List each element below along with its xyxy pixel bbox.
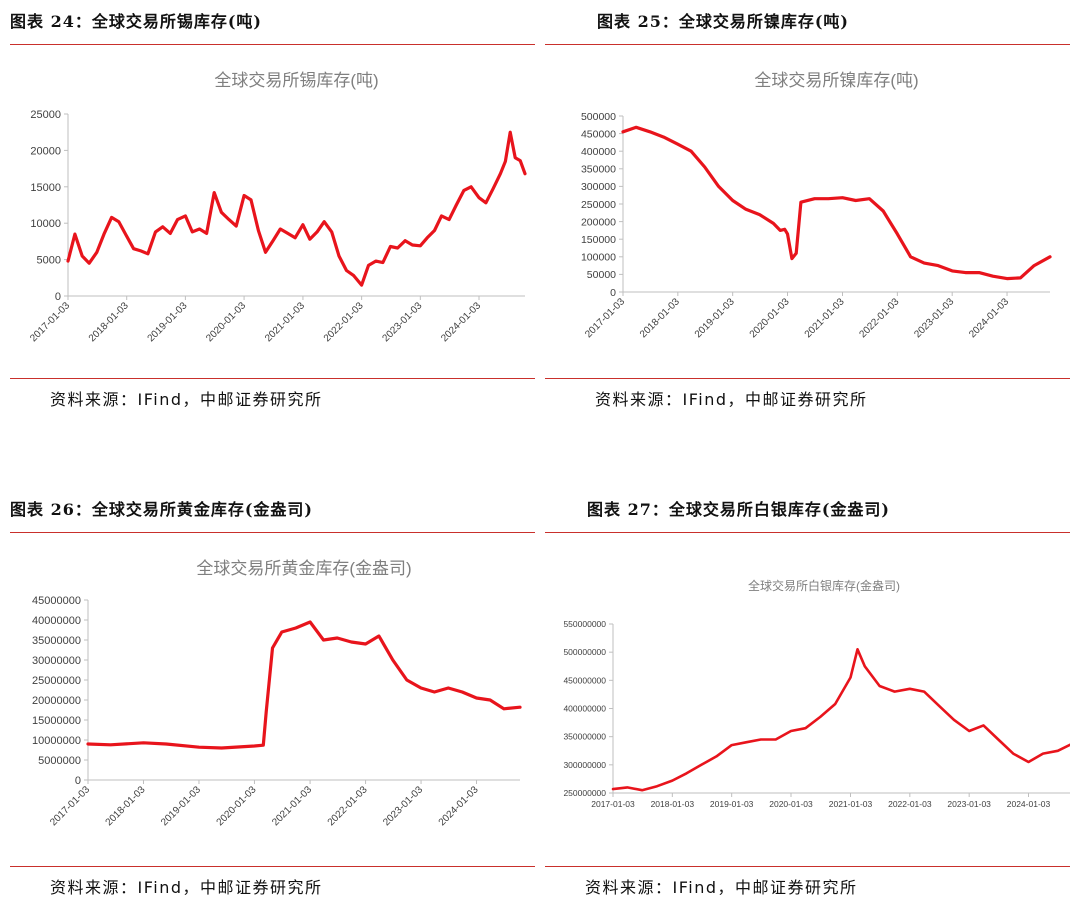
x-tick-label: 2017-01-03 — [583, 296, 627, 340]
y-tick-label: 450000000 — [563, 675, 606, 685]
x-tick-label: 2018-01-03 — [638, 296, 682, 340]
x-tick-label: 2022-01-03 — [888, 799, 932, 809]
y-tick-label: 350000 — [581, 164, 616, 176]
y-tick-label: 15000000 — [32, 715, 81, 727]
x-tick-label: 2019-01-03 — [146, 300, 190, 344]
source-note: 资料来源：IFind，中邮证券研究所 — [50, 878, 323, 897]
chart-title: 全球交易所白银库存(金盎司) — [748, 578, 900, 593]
x-tick-label: 2021-01-03 — [803, 296, 847, 340]
y-tick-label: 10000 — [30, 218, 61, 230]
chart-gold-inventory: 全球交易所黄金库存(金盎司) 0 5000000 10000000 15000000 20… — [32, 559, 522, 828]
y-tick-label: 350000000 — [563, 732, 606, 742]
x-tick-label: 2018-01-03 — [87, 300, 131, 344]
x-tick-label: 2017-01-03 — [28, 300, 72, 344]
x-tick-label: 2020-01-03 — [215, 784, 259, 828]
y-tick-label: 450000 — [581, 128, 616, 140]
y-tick-label: 30000000 — [32, 655, 81, 667]
y-tick-label: 0 — [610, 287, 616, 299]
x-tick-label: 2023-01-03 — [380, 300, 424, 344]
source-note: 资料来源：IFind，中邮证券研究所 — [585, 878, 858, 897]
y-tick-label: 50000 — [587, 269, 616, 281]
y-tick-label: 35000000 — [32, 635, 81, 647]
x-tick-label: 2020-01-03 — [769, 799, 813, 809]
title-rule — [10, 532, 535, 533]
source-note: 资料来源：IFind，中邮证券研究所 — [50, 390, 323, 409]
chart-title: 全球交易所锡库存(吨) — [214, 71, 378, 90]
panel-title: 图表 26：全球交易所黄金库存(金盎司) — [10, 500, 313, 519]
panel-nickel-inventory: 图表 25：全球交易所镍库存(吨) 全球交易所镍库存(吨) 0 50000 10000… — [535, 0, 1070, 420]
source-rule — [10, 378, 535, 379]
x-tick-label: 2024-01-03 — [439, 300, 483, 344]
x-tick-label: 2023-01-03 — [381, 784, 425, 828]
x-tick-label: 2021-01-03 — [829, 799, 873, 809]
x-tick-label: 2021-01-03 — [263, 300, 307, 344]
source-rule — [545, 378, 1070, 379]
y-tick-label: 300000000 — [563, 760, 606, 770]
chart-nickel-inventory: 全球交易所镍库存(吨) 0 50000 100000 150000 200000 25000… — [581, 71, 1052, 340]
x-tick-label: 2024-01-03 — [967, 296, 1011, 340]
x-tick-label: 2019-01-03 — [693, 296, 737, 340]
x-tick-label: 2024-01-03 — [1007, 799, 1051, 809]
panel-title: 图表 25：全球交易所镍库存(吨) — [597, 12, 849, 31]
panel-tin-inventory: 图表 24：全球交易所锡库存(吨) 全球交易所锡库存(吨) 0 5000 10000 1… — [0, 0, 535, 420]
x-tick-label: 2017-01-03 — [591, 799, 635, 809]
x-tick-label: 2020-01-03 — [204, 300, 248, 344]
panel-title: 图表 27：全球交易所白银库存(金盎司) — [587, 500, 890, 519]
title-rule — [545, 44, 1070, 45]
title-rule — [10, 44, 535, 45]
y-tick-label: 300000 — [581, 181, 616, 193]
series-line — [611, 648, 1070, 792]
x-tick-label: 2020-01-03 — [748, 296, 792, 340]
y-tick-label: 25000 — [30, 109, 61, 121]
x-tick-label: 2021-01-03 — [270, 784, 314, 828]
chart-title: 全球交易所镍库存(吨) — [754, 71, 918, 90]
panel-gold-inventory: 图表 26：全球交易所黄金库存(金盎司) 全球交易所黄金库存(金盎司) 0 5000… — [0, 488, 535, 908]
x-tick-label: 2024-01-03 — [437, 784, 481, 828]
x-tick-label: 2019-01-03 — [159, 784, 203, 828]
source-rule — [10, 866, 535, 867]
chart-title: 全球交易所黄金库存(金盎司) — [196, 559, 411, 578]
panel-silver-inventory: 图表 27：全球交易所白银库存(金盎司) 全球交易所白银库存(金盎司) 25000… — [535, 488, 1070, 908]
x-tick-label: 2018-01-03 — [651, 799, 695, 809]
y-tick-label: 200000 — [581, 216, 616, 228]
y-tick-label: 20000000 — [32, 695, 81, 707]
y-tick-label: 20000 — [30, 145, 61, 157]
series-line — [86, 620, 522, 750]
y-tick-label: 250000 — [581, 199, 616, 211]
series-line — [66, 130, 527, 287]
y-tick-label: 500000000 — [563, 647, 606, 657]
y-tick-label: 250000000 — [563, 788, 606, 798]
x-tick-label: 2022-01-03 — [858, 296, 902, 340]
panel-title: 图表 24：全球交易所锡库存(吨) — [10, 12, 262, 31]
y-tick-label: 0 — [55, 291, 61, 303]
series-line — [621, 125, 1052, 281]
y-tick-label: 400000000 — [563, 704, 606, 714]
title-rule — [545, 532, 1070, 533]
x-tick-label: 2018-01-03 — [104, 784, 148, 828]
y-tick-label: 25000000 — [32, 675, 81, 687]
y-tick-label: 500000 — [581, 111, 616, 123]
x-tick-label: 2022-01-03 — [322, 300, 366, 344]
y-tick-label: 5000000 — [38, 755, 81, 767]
x-tick-label: 2017-01-03 — [48, 784, 92, 828]
x-tick-label: 2022-01-03 — [326, 784, 370, 828]
y-tick-label: 5000 — [37, 255, 61, 267]
y-tick-label: 550000000 — [563, 619, 606, 629]
y-tick-label: 45000000 — [32, 595, 81, 607]
y-tick-label: 150000 — [581, 234, 616, 246]
y-tick-label: 40000000 — [32, 615, 81, 627]
y-tick-label: 10000000 — [32, 735, 81, 747]
chart-tin-inventory: 全球交易所锡库存(吨) 0 5000 10000 15000 20000 25000 2017… — [28, 71, 527, 344]
y-tick-label: 100000 — [581, 252, 616, 264]
source-note: 资料来源：IFind，中邮证券研究所 — [595, 390, 868, 409]
x-tick-label: 2023-01-03 — [912, 296, 956, 340]
x-tick-label: 2019-01-03 — [710, 799, 754, 809]
x-tick-label: 2023-01-03 — [947, 799, 991, 809]
chart-silver-inventory: 全球交易所白银库存(金盎司) 250000000 300000000 35000000… — [563, 578, 1070, 809]
y-tick-label: 15000 — [30, 182, 61, 194]
y-tick-label: 0 — [75, 775, 81, 787]
source-rule — [545, 866, 1070, 867]
y-tick-label: 400000 — [581, 146, 616, 158]
